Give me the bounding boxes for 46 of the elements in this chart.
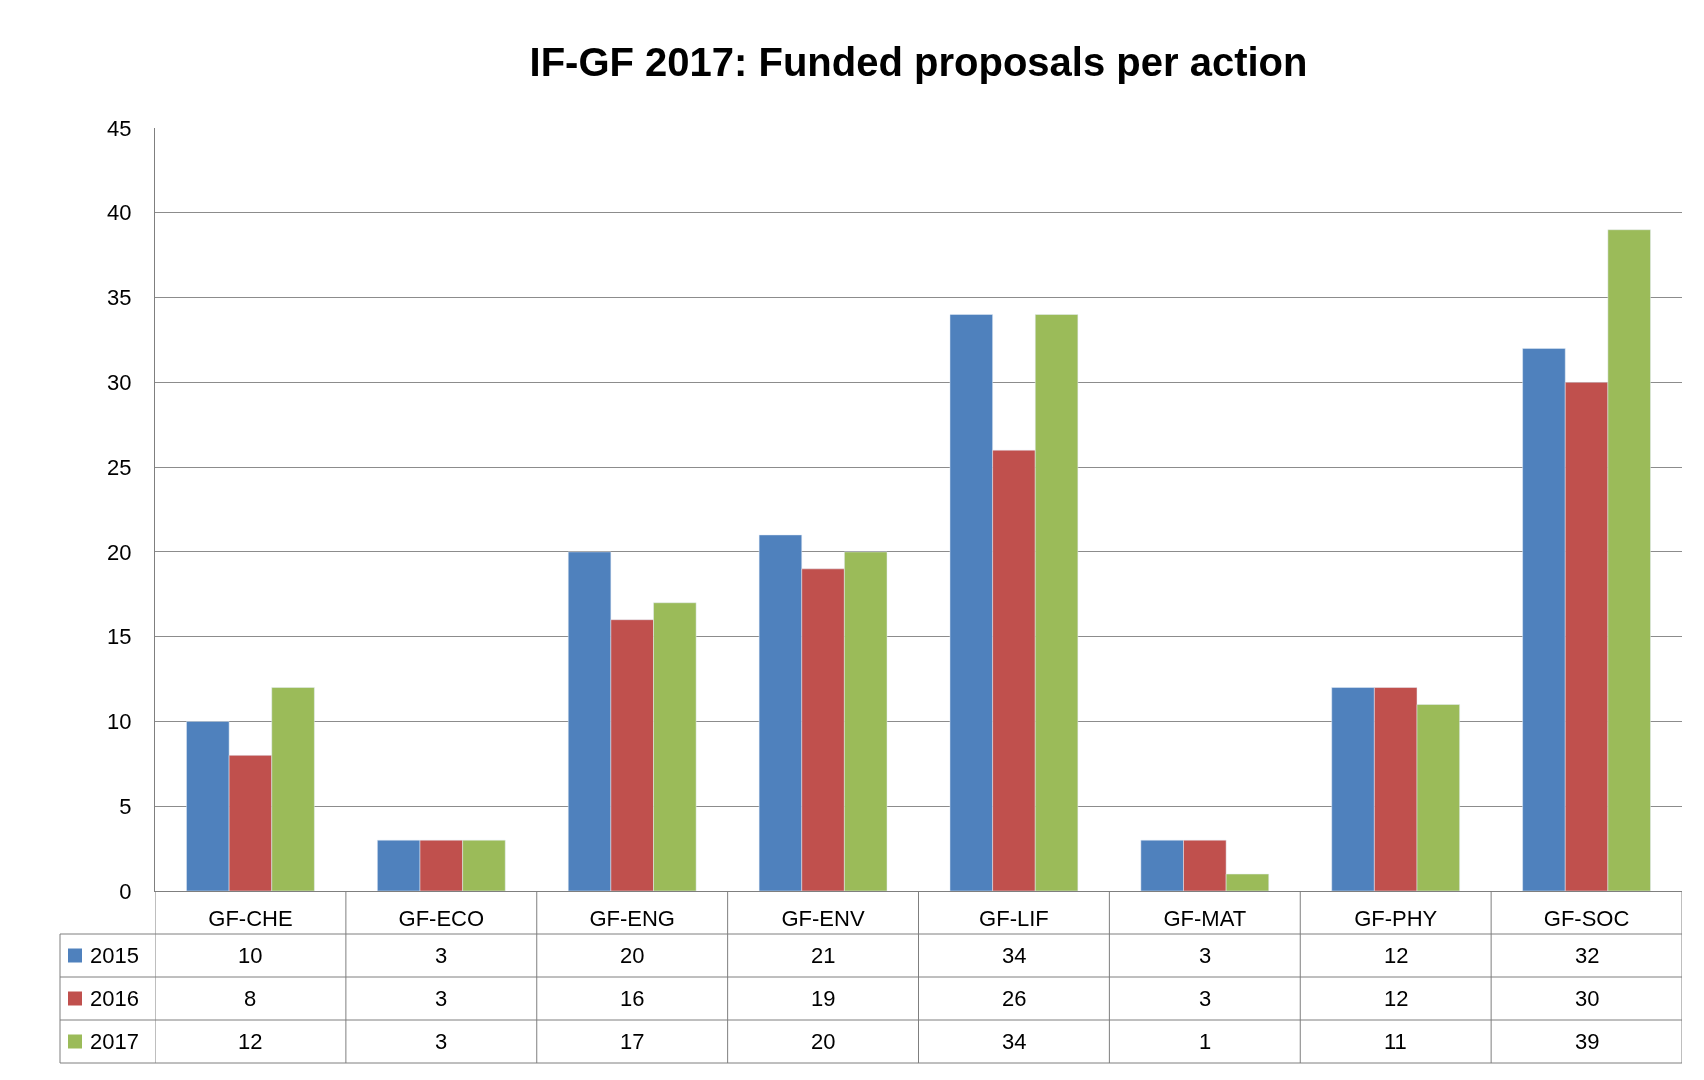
- data-label: 20: [620, 943, 645, 968]
- data-label: 10: [238, 943, 263, 968]
- data-label: 32: [1575, 943, 1600, 968]
- data-label: 12: [1384, 943, 1409, 968]
- data-label: 3: [1199, 986, 1212, 1011]
- y-tick-label: 40: [107, 200, 132, 226]
- x-tick-label: GF-SOC: [1543, 906, 1630, 932]
- legend-label: 2015: [90, 943, 139, 968]
- y-tick-label: 20: [107, 539, 132, 565]
- x-tick-label: GF-ENG: [589, 906, 675, 932]
- y-tick-label: 45: [107, 115, 132, 141]
- x-tick-label: GF-PHY: [1354, 906, 1438, 932]
- chart-title: IF-GF 2017: Funded proposals per action: [529, 40, 1308, 84]
- y-tick-label: 0: [119, 878, 132, 904]
- legend-label: 2016: [90, 986, 139, 1011]
- data-label: 3: [435, 943, 448, 968]
- data-label: 3: [435, 1029, 448, 1054]
- data-label: 8: [244, 986, 257, 1011]
- x-tick-label: GF-CHE: [208, 906, 293, 932]
- legend-label: 2017: [90, 1029, 139, 1054]
- data-label: 34: [1002, 943, 1027, 968]
- data-label: 39: [1575, 1029, 1600, 1054]
- data-label: 3: [435, 986, 448, 1011]
- y-tick-label: 25: [107, 454, 132, 480]
- data-label: 30: [1575, 986, 1600, 1011]
- data-label: 34: [1002, 1029, 1027, 1054]
- data-label: 12: [1384, 986, 1409, 1011]
- x-tick-label: GF-MAT: [1163, 906, 1247, 932]
- data-label: 3: [1199, 943, 1212, 968]
- x-tick-label: GF-ECO: [398, 906, 485, 932]
- y-tick-label: 35: [107, 285, 132, 311]
- y-tick-label: 10: [107, 709, 132, 735]
- data-label: 16: [620, 986, 645, 1011]
- y-tick-label: 30: [107, 370, 132, 396]
- y-tick-label: 5: [119, 793, 132, 819]
- data-label: 26: [1002, 986, 1027, 1011]
- data-label: 21: [811, 943, 836, 968]
- y-tick-label: 15: [107, 624, 132, 650]
- data-label: 12: [238, 1029, 263, 1054]
- x-tick-label: GF-LIF: [979, 906, 1049, 932]
- data-label: 11: [1384, 1029, 1407, 1054]
- data-label: 1: [1199, 1029, 1212, 1054]
- x-tick-label: GF-ENV: [781, 906, 865, 932]
- data-label: 19: [811, 986, 836, 1011]
- data-label: 20: [811, 1029, 836, 1054]
- data-label: 17: [620, 1029, 645, 1054]
